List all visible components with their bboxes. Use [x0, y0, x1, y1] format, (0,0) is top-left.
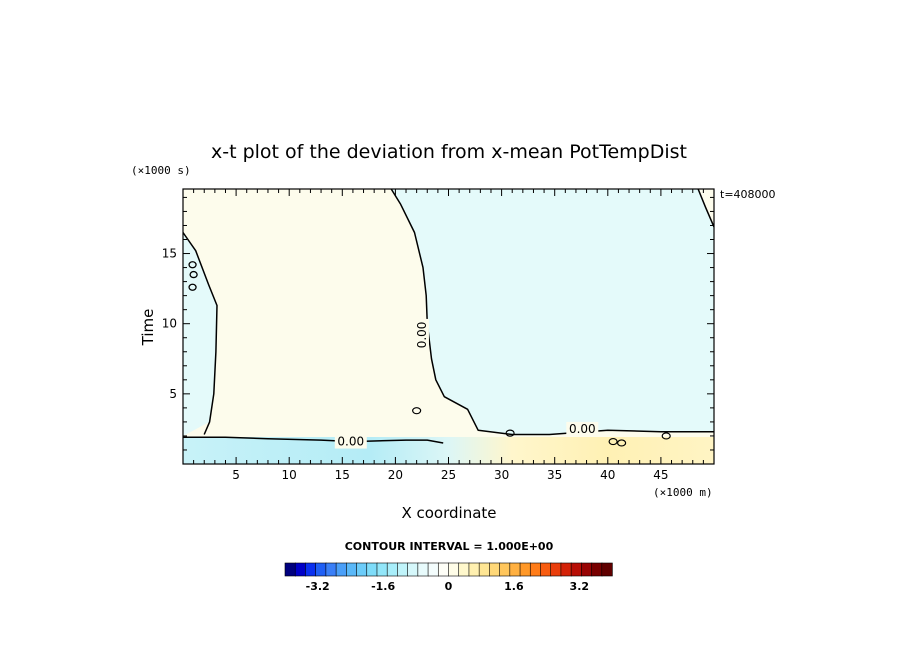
zero-contour-island	[661, 432, 671, 440]
x-tick-label: 5	[232, 468, 240, 482]
colorbar-cell	[489, 562, 501, 577]
contour-interval-text: CONTOUR INTERVAL = 1.000E+00	[345, 540, 554, 553]
y-tick-label: 10	[162, 317, 177, 331]
x-axis-title: X coordinate	[401, 504, 496, 522]
colorbar-cell	[478, 562, 491, 577]
x-tick-label: 35	[547, 468, 562, 482]
contour-label: 0.00	[569, 422, 596, 436]
colorbar-cell	[519, 562, 531, 577]
colorbar-cell	[386, 562, 399, 577]
colorbar-tick-label: 0	[445, 580, 453, 593]
zero-contour-top-right	[697, 189, 714, 228]
colorbar-cell	[437, 562, 450, 577]
colorbar-cell	[294, 562, 307, 577]
colorbar-cell	[601, 562, 613, 577]
colorbar-cell	[570, 562, 583, 577]
colorbar-cell	[325, 562, 337, 577]
zero-contour-island	[412, 407, 422, 415]
y-unit-label: (×1000 s)	[131, 164, 191, 177]
zero-contour-island	[505, 429, 515, 437]
colorbar-cell	[305, 562, 317, 577]
zero-contour-island	[608, 437, 618, 446]
x-tick-label: 20	[388, 468, 403, 482]
contour-label-bg	[566, 421, 599, 436]
colorbar-cell	[560, 562, 572, 577]
colorbar-cell	[529, 562, 542, 577]
colorbar: -3.2 -1.6 0 1.6 3.2	[284, 562, 613, 593]
chart-title: x-t plot of the deviation from x-mean Po…	[211, 141, 687, 163]
colorbar-cell	[427, 562, 439, 577]
colorbar-cell	[315, 562, 327, 577]
zero-contour-island	[188, 261, 197, 269]
contour-label-bg	[414, 318, 429, 351]
colorbar-cell	[468, 562, 480, 577]
colorbar-tick-label: -1.6	[371, 580, 395, 593]
colorbar-cell	[335, 562, 348, 577]
x-tick-label: 10	[282, 468, 297, 482]
colorbar-cell	[397, 562, 409, 577]
colorbar-cell	[448, 562, 460, 577]
colorbar-cell	[581, 562, 593, 577]
colorbar-cell	[458, 562, 470, 577]
time-stamp: t=408000	[720, 188, 776, 201]
colorbar-cell	[366, 562, 378, 577]
colorbar-cell	[376, 562, 388, 577]
colorbar-cell	[407, 562, 419, 577]
colorbar-tick-label: 3.2	[570, 580, 590, 593]
colorbar-cell	[591, 562, 603, 577]
colorbar-cell	[499, 562, 511, 577]
colorbar-tick-label: -3.2	[306, 580, 330, 593]
zero-contour-left	[183, 232, 218, 435]
colorbar-cell	[356, 562, 368, 577]
contour-labels: 0.00 0.00 0.00	[334, 318, 599, 449]
colorbar-cell	[550, 562, 562, 577]
positive-region	[183, 189, 714, 443]
colorbar-tick-label: 1.6	[504, 580, 524, 593]
colorbar-cell	[346, 562, 358, 577]
y-axis-title: Time	[139, 309, 157, 347]
y-tick-label: 5	[169, 387, 177, 401]
zero-contour-island	[189, 270, 198, 279]
x-tick-label: 25	[441, 468, 456, 482]
x-axis-ticks: 5 10 15 20 25 30 35 40 45	[193, 189, 704, 482]
x-tick-label: 15	[335, 468, 350, 482]
colorbar-cell	[284, 562, 296, 577]
contour-label: 0.00	[337, 435, 364, 449]
x-tick-label: 45	[653, 468, 668, 482]
zero-contour-island	[188, 283, 197, 291]
left-strip-region	[183, 232, 217, 436]
colorbar-cell	[509, 562, 521, 577]
y-axis-ticks: 5 10 15	[162, 196, 714, 451]
x-tick-label: 30	[494, 468, 509, 482]
zero-contour-island	[617, 439, 627, 447]
contour-label-bg	[334, 434, 367, 449]
colorbar-cell	[540, 562, 552, 577]
y-tick-label: 15	[162, 247, 177, 261]
plot-area: 0.00 0.00 0.00	[183, 189, 714, 464]
x-tick-label: 40	[600, 468, 615, 482]
colorbar-cell	[417, 562, 429, 577]
contour-label: 0.00	[415, 322, 429, 349]
x-unit-label: (×1000 m)	[653, 486, 713, 499]
